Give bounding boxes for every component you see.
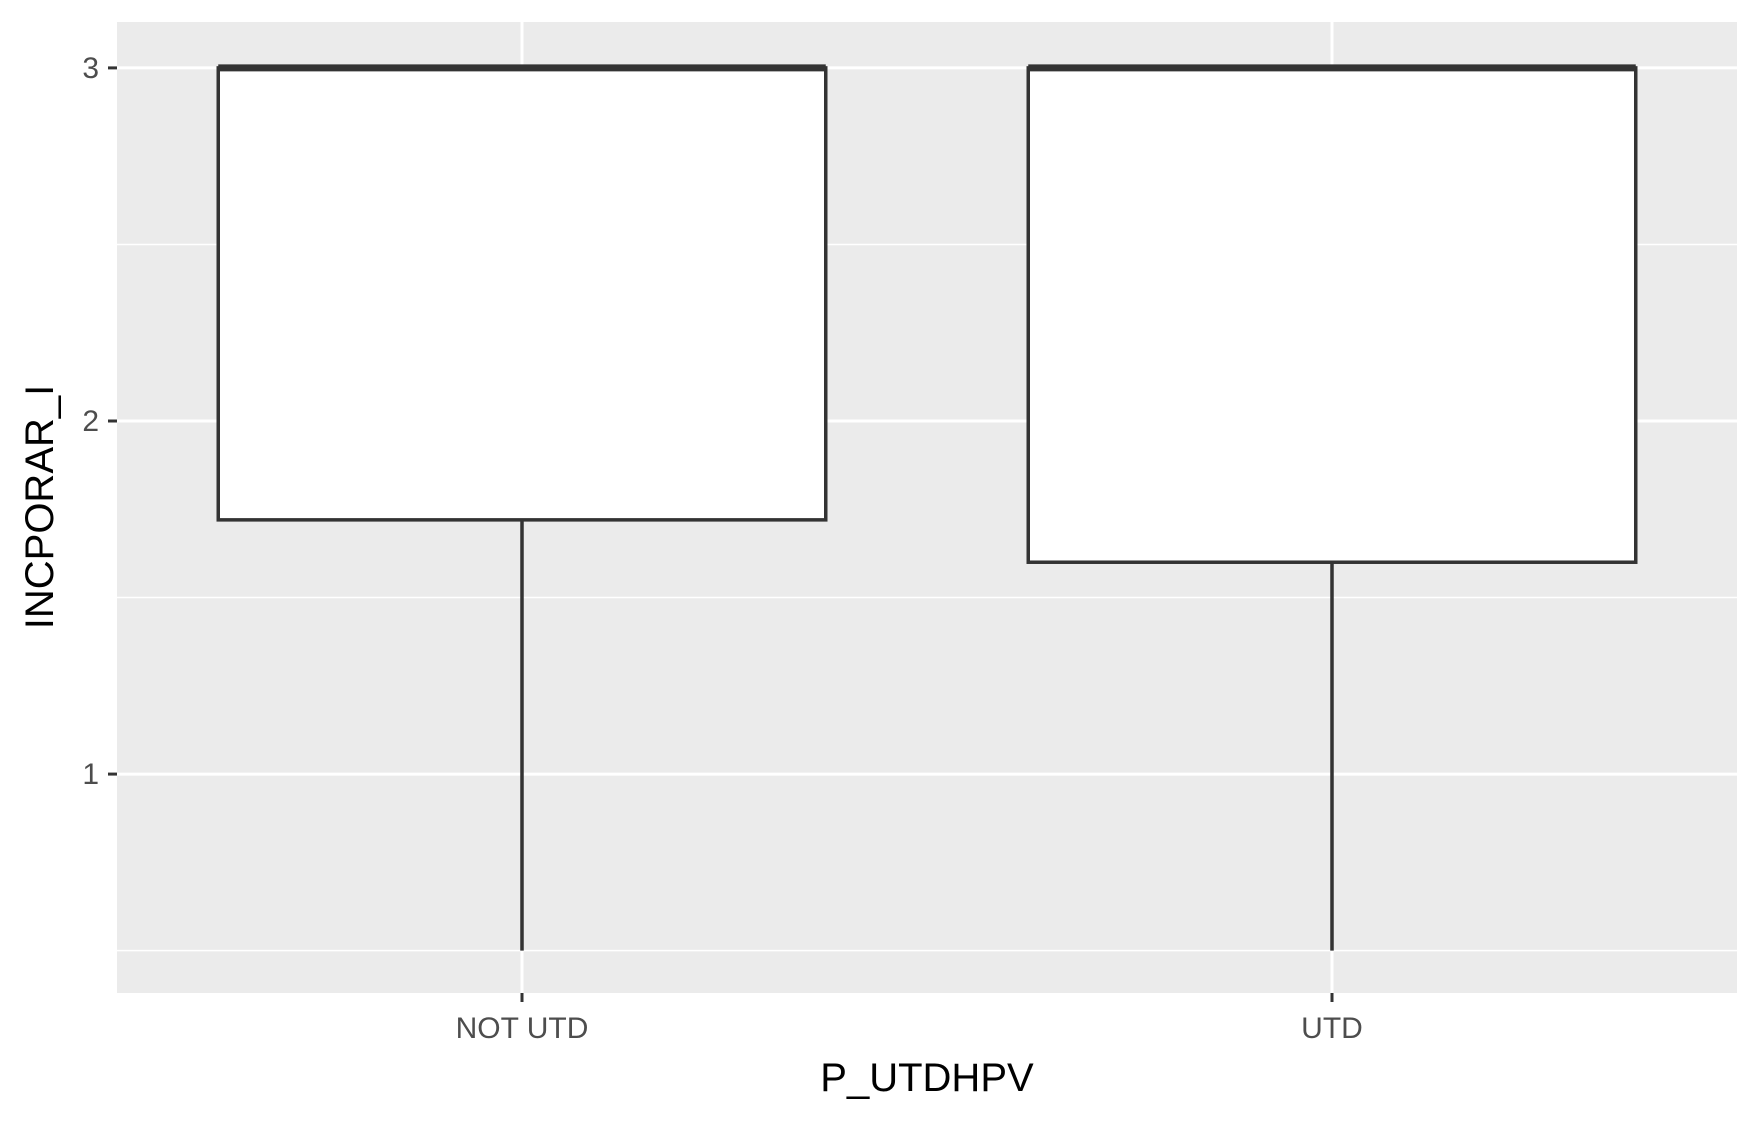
box-body	[216, 66, 828, 522]
x-tick-label: NOT UTD	[456, 1012, 589, 1045]
y-tick-label: 3	[82, 52, 99, 85]
boxes	[216, 64, 1638, 951]
box-body	[1026, 66, 1638, 564]
y-tick-label: 2	[82, 405, 99, 438]
x-tick-label: UTD	[1301, 1012, 1363, 1045]
y-tick-label: 1	[82, 758, 99, 791]
y-axis-title: INCPORAR_I	[18, 385, 62, 630]
x-axis-title: P_UTDHPV	[820, 1056, 1034, 1100]
axes: 1 2 3 NOT UTD UTD	[82, 52, 1363, 1045]
